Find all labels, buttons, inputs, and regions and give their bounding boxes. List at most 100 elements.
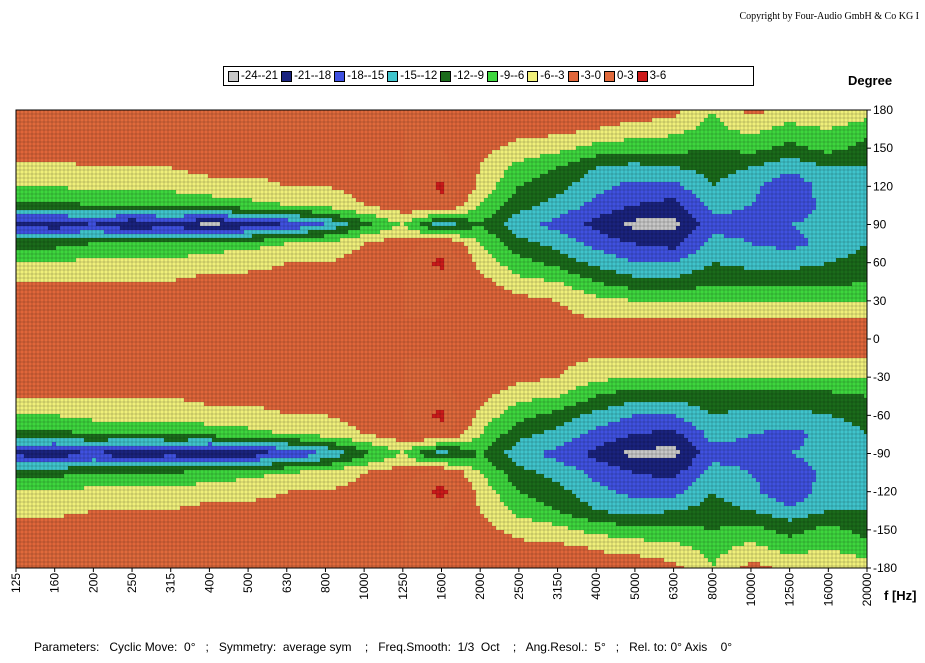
heatmap-cell	[504, 142, 508, 146]
heatmap-cell	[40, 174, 44, 178]
heatmap-cell	[644, 130, 648, 134]
heatmap-cell	[708, 126, 712, 130]
heatmap-cell	[400, 138, 404, 142]
heatmap-cell	[724, 158, 728, 162]
heatmap-cell	[284, 170, 288, 174]
heatmap-cell	[804, 194, 808, 198]
heatmap-cell	[704, 154, 708, 158]
heatmap-cell	[488, 198, 492, 202]
heatmap-cell	[544, 134, 548, 138]
heatmap-cell	[460, 134, 464, 138]
heatmap-cell	[504, 138, 508, 142]
heatmap-cell	[340, 186, 344, 190]
heatmap-cell	[512, 118, 516, 122]
heatmap-cell	[276, 158, 280, 162]
heatmap-cell	[208, 182, 212, 186]
heatmap-cell	[416, 142, 420, 146]
heatmap-cell	[344, 186, 348, 190]
heatmap-cell	[248, 126, 252, 130]
heatmap-cell	[332, 186, 336, 190]
heatmap-cell	[532, 182, 536, 186]
heatmap-cell	[180, 110, 184, 114]
heatmap-cell	[184, 138, 188, 142]
heatmap-cell	[588, 170, 592, 174]
heatmap-cell	[256, 142, 260, 146]
heatmap-cell	[280, 162, 284, 166]
heatmap-cell	[312, 198, 316, 202]
heatmap-cell	[840, 114, 844, 118]
heatmap-cell	[452, 162, 456, 166]
heatmap-cell	[800, 170, 804, 174]
heatmap-cell	[680, 134, 684, 138]
heatmap-cell	[224, 194, 228, 198]
heatmap-cell	[644, 166, 648, 170]
heatmap-cell	[252, 166, 256, 170]
heatmap-cell	[84, 110, 88, 114]
heatmap-cell	[828, 134, 832, 138]
heatmap-cell	[48, 194, 52, 198]
heatmap-cell	[372, 162, 376, 166]
heatmap-cell	[316, 190, 320, 194]
heatmap-cell	[176, 158, 180, 162]
heatmap-cell	[584, 174, 588, 178]
heatmap-cell	[400, 170, 404, 174]
heatmap-cell	[596, 130, 600, 134]
heatmap-cell	[324, 170, 328, 174]
heatmap-cell	[660, 182, 664, 186]
heatmap-cell	[292, 170, 296, 174]
heatmap-cell	[192, 114, 196, 118]
heatmap-cell	[608, 122, 612, 126]
heatmap-cell	[296, 194, 300, 198]
heatmap-cell	[780, 182, 784, 186]
heatmap-cell	[104, 126, 108, 130]
heatmap-cell	[300, 194, 304, 198]
heatmap-cell	[84, 166, 88, 170]
heatmap-cell	[156, 170, 160, 174]
heatmap-cell	[156, 150, 160, 154]
heatmap-cell	[560, 114, 564, 118]
heatmap-cell	[240, 134, 244, 138]
heatmap-cell	[200, 118, 204, 122]
heatmap-cell	[108, 114, 112, 118]
heatmap-cell	[388, 154, 392, 158]
heatmap-cell	[448, 142, 452, 146]
heatmap-cell	[516, 134, 520, 138]
heatmap-cell	[192, 178, 196, 182]
heatmap-cell	[68, 150, 72, 154]
heatmap-cell	[636, 170, 640, 174]
heatmap-cell	[104, 190, 108, 194]
heatmap-cell	[720, 110, 724, 114]
heatmap-cell	[60, 202, 64, 206]
heatmap-cell	[344, 134, 348, 138]
heatmap-cell	[772, 162, 776, 166]
heatmap-cell	[40, 114, 44, 118]
heatmap-cell	[472, 118, 476, 122]
heatmap-cell	[328, 182, 332, 186]
heatmap-cell	[252, 182, 256, 186]
heatmap-cell	[732, 130, 736, 134]
heatmap-cell	[488, 114, 492, 118]
heatmap-cell	[280, 186, 284, 190]
heatmap-cell	[472, 138, 476, 142]
heatmap-cell	[748, 170, 752, 174]
heatmap-cell	[144, 142, 148, 146]
heatmap-cell	[288, 170, 292, 174]
heatmap-cell	[616, 178, 620, 182]
heatmap-cell	[20, 142, 24, 146]
heatmap-cell	[264, 114, 268, 118]
heatmap-cell	[852, 166, 856, 170]
heatmap-cell	[148, 186, 152, 190]
heatmap-cell	[580, 194, 584, 198]
heatmap-cell	[420, 178, 424, 182]
heatmap-cell	[140, 202, 144, 206]
heatmap-cell	[384, 150, 388, 154]
heatmap-cell	[540, 142, 544, 146]
heatmap-cell	[96, 130, 100, 134]
heatmap-cell	[584, 154, 588, 158]
heatmap-cell	[732, 134, 736, 138]
heatmap-cell	[672, 186, 676, 190]
heatmap-cell	[232, 118, 236, 122]
heatmap-cell	[568, 190, 572, 194]
heatmap-cell	[740, 154, 744, 158]
heatmap-cell	[376, 170, 380, 174]
